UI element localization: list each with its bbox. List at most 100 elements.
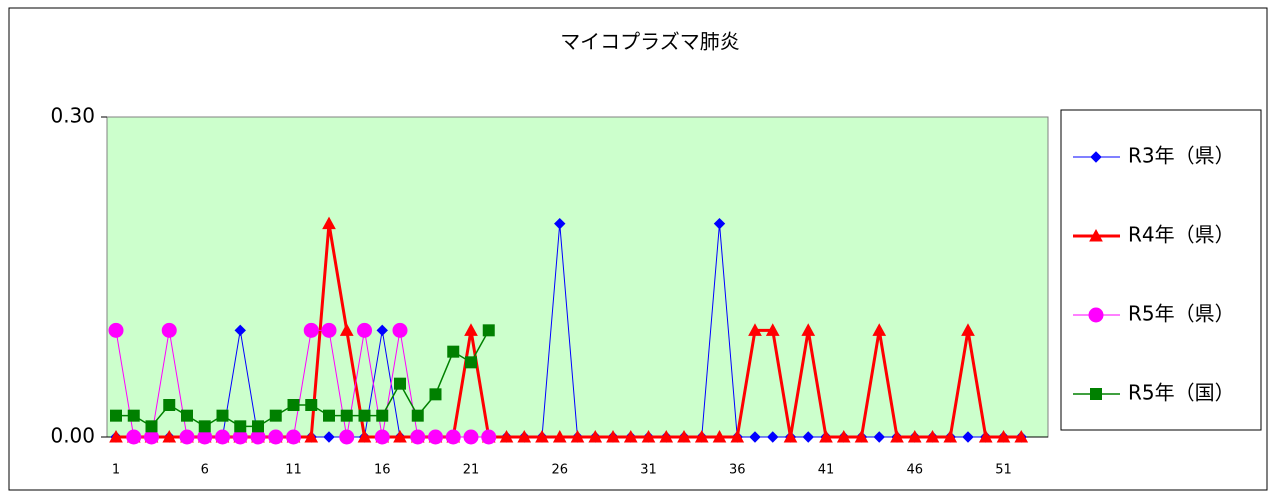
data-point xyxy=(535,429,549,443)
data-point xyxy=(765,323,780,336)
data-point xyxy=(962,431,974,443)
data-point xyxy=(482,324,495,337)
data-point xyxy=(179,429,195,445)
data-point xyxy=(163,399,176,411)
series-line xyxy=(116,329,490,428)
data-point xyxy=(588,429,603,443)
x-tick-label: 1 xyxy=(112,463,120,478)
legend-label: R4年（県） xyxy=(1128,223,1235,247)
data-point xyxy=(961,323,975,336)
data-point xyxy=(410,429,426,445)
data-point xyxy=(269,409,282,422)
data-point xyxy=(570,429,585,443)
data-point xyxy=(659,429,674,443)
data-point xyxy=(304,429,319,443)
legend-marker xyxy=(1090,388,1102,400)
x-tick-label: 26 xyxy=(551,463,568,478)
data-point xyxy=(445,429,461,445)
data-point xyxy=(854,429,869,443)
data-point xyxy=(198,420,211,433)
data-point xyxy=(393,429,407,443)
data-point xyxy=(268,429,284,445)
data-point xyxy=(376,324,388,337)
data-point xyxy=(339,429,355,445)
data-point xyxy=(215,429,230,445)
data-point xyxy=(463,429,479,445)
legend-marker xyxy=(1090,151,1102,163)
data-point xyxy=(641,429,656,443)
data-point xyxy=(110,409,122,422)
data-point xyxy=(392,322,408,338)
x-tick-label: 41 xyxy=(818,463,835,478)
data-point xyxy=(996,429,1011,443)
plot-area xyxy=(106,116,1049,438)
data-point xyxy=(499,429,514,443)
data-point xyxy=(321,322,337,338)
data-point xyxy=(358,409,371,422)
y-tick-label: 0.30 xyxy=(50,104,95,128)
data-point xyxy=(552,429,567,443)
data-point xyxy=(713,217,726,230)
legend-label: R5年（国） xyxy=(1128,381,1235,405)
data-point xyxy=(907,429,922,443)
data-point xyxy=(339,323,354,336)
data-point xyxy=(748,323,762,336)
chart-title: マイコプラズマ肺炎 xyxy=(560,30,740,54)
data-point xyxy=(465,356,477,369)
data-point xyxy=(481,429,497,445)
data-point xyxy=(694,429,709,443)
data-point xyxy=(623,429,638,443)
data-point xyxy=(376,409,389,422)
x-tick-label: 6 xyxy=(201,463,209,478)
data-point xyxy=(749,431,761,443)
data-point xyxy=(872,323,887,336)
data-point xyxy=(109,429,123,443)
data-point xyxy=(394,377,406,390)
data-point xyxy=(802,431,814,443)
data-point xyxy=(127,409,140,422)
data-point xyxy=(447,345,460,358)
data-point xyxy=(783,429,798,443)
data-point xyxy=(234,420,247,433)
data-point xyxy=(162,429,177,443)
series-line xyxy=(115,329,489,438)
data-point xyxy=(677,429,691,443)
data-point xyxy=(554,217,566,230)
data-point xyxy=(374,429,390,445)
data-point xyxy=(145,420,158,433)
x-tick-label: 46 xyxy=(906,463,923,478)
data-point xyxy=(730,429,745,443)
data-point xyxy=(252,420,264,433)
data-point xyxy=(323,409,335,422)
data-point xyxy=(1014,429,1029,443)
data-point xyxy=(411,409,424,422)
data-point xyxy=(216,409,229,422)
data-point xyxy=(161,322,177,338)
x-tick-label: 21 xyxy=(463,463,480,478)
data-point xyxy=(801,323,816,336)
data-point xyxy=(767,431,779,443)
data-point xyxy=(357,429,372,443)
data-point xyxy=(287,399,300,411)
data-point xyxy=(428,429,443,445)
data-point xyxy=(978,429,993,443)
data-point xyxy=(181,409,193,422)
data-point xyxy=(322,216,336,230)
data-point xyxy=(234,324,246,337)
data-point xyxy=(606,429,620,443)
legend xyxy=(1060,109,1262,431)
data-point xyxy=(286,429,301,445)
data-point xyxy=(873,431,885,443)
legend-label: R3年（県） xyxy=(1128,144,1235,168)
legend-marker xyxy=(1089,228,1103,242)
data-point xyxy=(429,388,442,401)
x-tick-label: 16 xyxy=(374,463,391,478)
legend-label: R5年（県） xyxy=(1128,302,1235,326)
data-point xyxy=(126,429,142,445)
data-point xyxy=(925,429,940,443)
data-point xyxy=(712,429,727,443)
data-point xyxy=(819,429,833,443)
data-point xyxy=(943,429,958,443)
legend-marker xyxy=(1088,307,1104,323)
